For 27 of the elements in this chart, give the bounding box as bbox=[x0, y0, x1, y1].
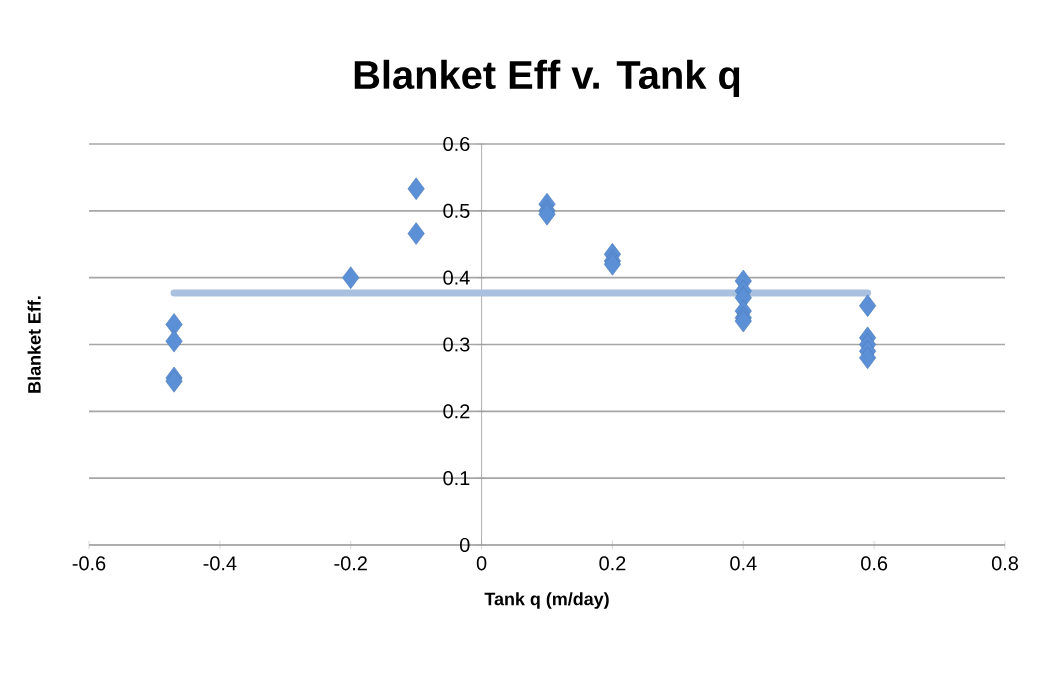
point bbox=[342, 266, 360, 289]
chart-title: Blanket Eff v. Tank q bbox=[354, 59, 740, 97]
point bbox=[165, 329, 183, 353]
point bbox=[859, 294, 877, 317]
x-tick-label: 0.8 bbox=[991, 556, 1018, 571]
y-tick-label: 0.4 bbox=[443, 270, 470, 285]
point bbox=[603, 253, 621, 276]
x-tick-label: -0.4 bbox=[203, 556, 237, 571]
point bbox=[407, 222, 425, 245]
y-tick-label: 0.6 bbox=[443, 136, 470, 152]
y-tick-label: 0.5 bbox=[443, 203, 470, 218]
point bbox=[859, 346, 877, 370]
x-axis-title: Tank q (m/day) bbox=[484, 592, 609, 609]
x-tick-label: 0.4 bbox=[730, 556, 757, 571]
y-axis-title: Blanket Eff. bbox=[27, 296, 41, 393]
y-tick-label: 0.1 bbox=[443, 471, 470, 486]
x-tick-label: 0 bbox=[476, 556, 487, 571]
point bbox=[407, 177, 425, 201]
x-tick-label: -0.2 bbox=[334, 556, 367, 571]
x-tick-label: 0.6 bbox=[861, 556, 888, 571]
x-tick-label: -0.6 bbox=[72, 556, 106, 571]
y-tick-label: 0 bbox=[459, 537, 470, 553]
point bbox=[165, 370, 183, 393]
y-tick-label: 0.2 bbox=[443, 404, 470, 419]
x-tick-label: 0.2 bbox=[599, 556, 626, 571]
point bbox=[165, 313, 183, 336]
y-tick-label: 0.3 bbox=[443, 337, 470, 352]
